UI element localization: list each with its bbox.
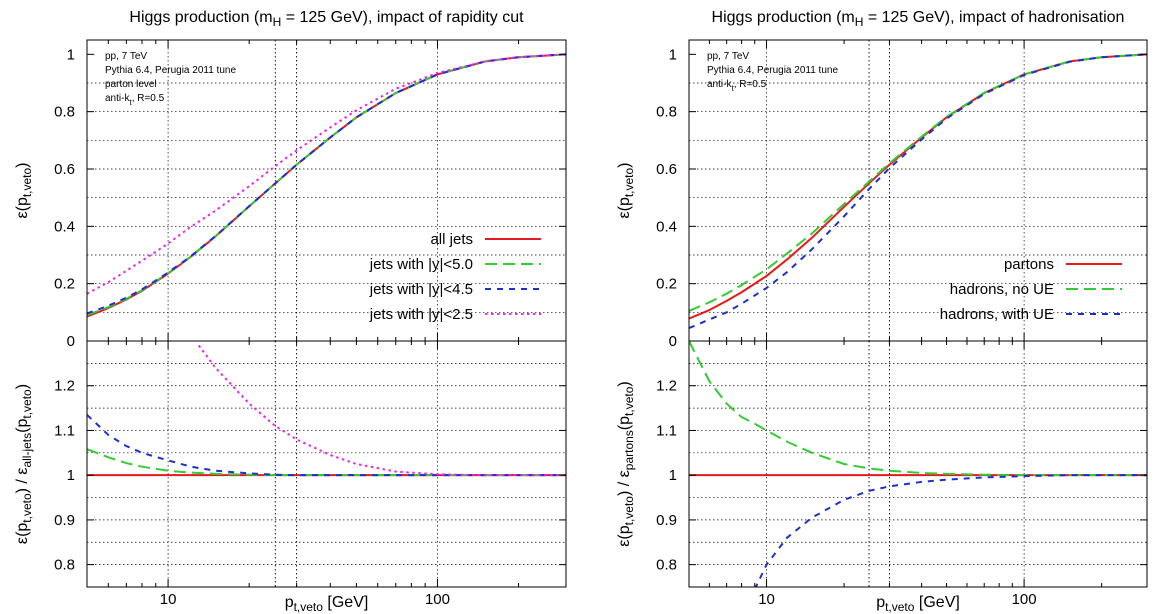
series-line-2: [689, 341, 1147, 477]
y-tick-label: 1: [67, 467, 75, 484]
chart-title: Higgs production (mH = 125 GeV), impact …: [129, 9, 524, 29]
bottom-plot-frame: [688, 340, 1148, 588]
y-tick-label: 0.8: [54, 557, 75, 574]
y-tick-label: 1: [669, 46, 677, 63]
annotation-line-1: pp, 7 TeV: [707, 51, 749, 62]
top-plot-frame: [86, 39, 567, 342]
annotation-line-4: anti-kt, R=0.5: [105, 93, 165, 107]
x-tick-label: 10: [160, 591, 177, 608]
x-tick-label: 100: [425, 591, 450, 608]
y-tick-label: 0.9: [54, 512, 75, 529]
bottom-plot-frame: [86, 340, 567, 588]
chart-title: Higgs production (mH = 125 GeV), impact …: [712, 9, 1125, 29]
chart-panel-1: Higgs production (mH = 125 GeV), impact …: [14, 9, 567, 614]
top-series: [87, 53, 566, 318]
annotation-line-2: Pythia 6.4, Perugia 2011 tune: [105, 65, 236, 76]
series-line-3: [689, 53, 1147, 330]
bottom-grid: [87, 341, 566, 587]
bottom-y-axis-label: ε(pt,veto) / εpartons(pt,veto): [616, 381, 636, 546]
legend-label-3: hadrons, with UE: [940, 306, 1054, 323]
top-y-axis-label: ε(pt,veto): [616, 162, 636, 218]
x-tick-label: 10: [758, 591, 775, 608]
x-axis-label: pt,veto [GeV]: [285, 594, 369, 614]
chart-panel-2: Higgs production (mH = 125 GeV), impact …: [616, 9, 1148, 614]
series-line-3: [87, 53, 566, 315]
y-tick-label: 0.6: [54, 161, 75, 178]
legend: all jets jets with |y|<5.0 jets with |y|<4…: [369, 231, 541, 323]
top-series: [689, 53, 1147, 330]
y-tick-label: 0.2: [656, 276, 677, 293]
y-tick-label: 0.2: [54, 276, 75, 293]
y-tick-label: 0.8: [656, 557, 677, 574]
y-tick-label: 1.1: [54, 422, 75, 439]
legend-label-1: partons: [1004, 256, 1054, 273]
y-tick-label: 1: [67, 46, 75, 63]
y-tick-label: 0.9: [656, 512, 677, 529]
y-tick-label: 0.8: [54, 104, 75, 121]
y-tick-label: 0: [67, 333, 75, 350]
y-tick-label: 0.8: [656, 104, 677, 121]
series-line-3: [754, 474, 1147, 587]
annotation-line-3: parton level: [105, 79, 157, 90]
y-tick-label: 0.4: [656, 218, 677, 235]
legend-label-1: all jets: [430, 231, 473, 248]
y-tick-label: 0.4: [54, 218, 75, 235]
legend: partons hadrons, no UE hadrons, with UE: [940, 256, 1122, 323]
series-line-3: [87, 414, 566, 477]
y-tick-label: 1.1: [656, 422, 677, 439]
bottom-y-axis-label: ε(pt,veto) / εall-jets(pt,veto): [14, 384, 34, 544]
series-line-1: [689, 53, 1147, 320]
annotation-line-3: anti-kt, R=0.5: [707, 79, 767, 93]
series-line-2: [689, 53, 1147, 312]
legend-label-2: hadrons, no UE: [950, 281, 1054, 298]
top-y-axis-label: ε(pt,veto): [14, 162, 34, 218]
legend-label-3: jets with |y|<4.5: [369, 281, 473, 298]
bottom-grid: [689, 341, 1147, 587]
series-line-4: [87, 53, 566, 295]
bottom-series: [689, 341, 1147, 587]
top-grid: [87, 40, 566, 341]
y-tick-label: 0.6: [656, 161, 677, 178]
y-tick-label: 1: [669, 467, 677, 484]
y-tick-label: 1.2: [656, 378, 677, 395]
annotation-line-2: Pythia 6.4, Perugia 2011 tune: [707, 65, 838, 76]
legend-label-2: jets with |y|<5.0: [369, 256, 473, 273]
legend-label-4: jets with |y|<2.5: [369, 306, 473, 323]
annotation-line-1: pp, 7 TeV: [105, 51, 147, 62]
y-tick-label: 1.2: [54, 378, 75, 395]
bottom-series: [87, 344, 566, 477]
y-tick-label: 0: [669, 333, 677, 350]
x-axis-label: pt,veto [GeV]: [876, 594, 960, 614]
x-tick-label: 100: [1012, 591, 1037, 608]
series-line-4: [197, 344, 566, 477]
